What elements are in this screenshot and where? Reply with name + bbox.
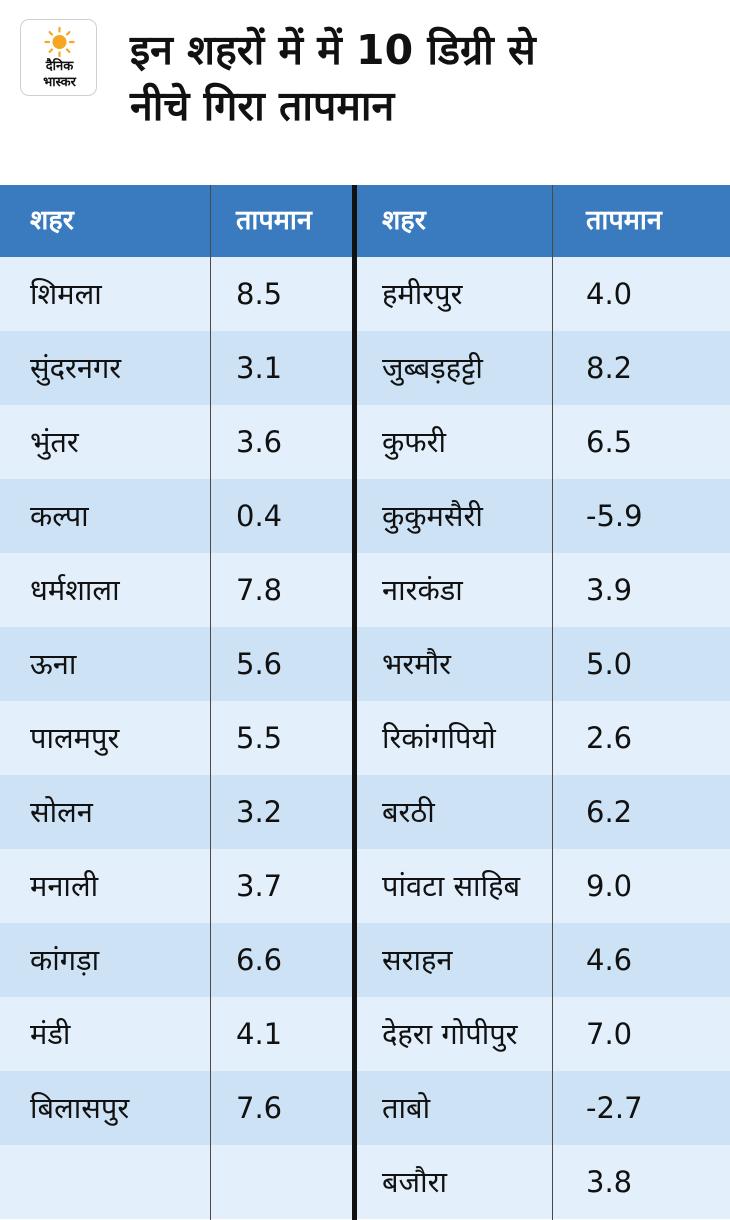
cell-temp-left: 3.6 xyxy=(236,425,283,459)
temperature-table: शहर तापमान शहर तापमान शिमला 8.5 हमीरपुर 4.0… xyxy=(0,185,730,1220)
column-divider-left xyxy=(210,185,211,1220)
table-row: सुंदरनगर 3.1 जुब्बड़हट्टी 8.2 xyxy=(0,331,730,405)
cell-temp-right: 4.0 xyxy=(586,277,633,311)
cell-city-left: मंडी xyxy=(30,1017,71,1051)
dainik-bhaskar-logo: दैनिक भास्कर xyxy=(20,19,97,96)
cell-city-right: बरठी xyxy=(382,795,435,829)
page-title-line-1: इन शहरों में में 10 डिग्री से xyxy=(130,26,536,74)
cell-temp-left: 0.4 xyxy=(236,499,283,533)
cell-city-right: जुब्बड़हट्टी xyxy=(382,351,483,385)
cell-temp-right: 3.9 xyxy=(586,573,633,607)
cell-city-right: पांवटा साहिब xyxy=(382,869,521,903)
cell-city-right: बजौरा xyxy=(382,1165,447,1199)
cell-city-right: नारकंडा xyxy=(382,573,463,607)
table-row: सोलन 3.2 बरठी 6.2 xyxy=(0,775,730,849)
column-divider-center xyxy=(352,185,357,1220)
cell-temp-left: 5.5 xyxy=(236,721,283,755)
cell-temp-left: 3.7 xyxy=(236,869,283,903)
cell-temp-right: 2.6 xyxy=(586,721,633,755)
cell-city-left: सुंदरनगर xyxy=(30,351,122,385)
table-row: कल्पा 0.4 कुकुमसैरी -5.9 xyxy=(0,479,730,553)
cell-temp-left: 6.6 xyxy=(236,943,283,977)
column-header-temp-left: तापमान xyxy=(236,205,312,236)
cell-temp-left: 8.5 xyxy=(236,277,283,311)
cell-temp-left: 3.1 xyxy=(236,351,283,385)
logo-text-bottom: भास्कर xyxy=(43,75,77,90)
cell-city-right: भरमौर xyxy=(382,647,451,681)
cell-temp-right: 6.5 xyxy=(586,425,633,459)
cell-city-left: बिलासपुर xyxy=(30,1091,130,1125)
cell-temp-left: 5.6 xyxy=(236,647,283,681)
cell-city-left xyxy=(0,1145,210,1219)
table-row: भुंतर 3.6 कुफरी 6.5 xyxy=(0,405,730,479)
cell-city-left: धर्मशाला xyxy=(30,573,120,607)
column-header-city-left: शहर xyxy=(30,205,74,236)
table-row: कांगड़ा 6.6 सराहन 4.6 xyxy=(0,923,730,997)
cell-temp-right: 9.0 xyxy=(586,869,633,903)
cell-city-right: देहरा गोपीपुर xyxy=(382,1017,518,1051)
table-row: मनाली 3.7 पांवटा साहिब 9.0 xyxy=(0,849,730,923)
column-header-temp-right: तापमान xyxy=(586,205,662,236)
cell-city-left: ऊना xyxy=(30,647,77,681)
cell-temp-left: 3.2 xyxy=(236,795,283,829)
cell-city-left: शिमला xyxy=(30,277,102,311)
column-header-city-right: शहर xyxy=(382,205,426,236)
table-row: मंडी 4.1 देहरा गोपीपुर 7.0 xyxy=(0,997,730,1071)
cell-city-left: मनाली xyxy=(30,869,99,903)
sun-logo-icon: दैनिक भास्कर xyxy=(43,26,77,90)
cell-city-left: सोलन xyxy=(30,795,93,829)
cell-temp-right: 3.8 xyxy=(586,1165,633,1199)
table-row: बिलासपुर 7.6 ताबो -2.7 xyxy=(0,1071,730,1145)
table-row: ऊना 5.6 भरमौर 5.0 xyxy=(0,627,730,701)
cell-city-right: ताबो xyxy=(382,1091,431,1125)
cell-city-right: रिकांगपियो xyxy=(382,721,496,755)
cell-temp-right: 6.2 xyxy=(586,795,633,829)
cell-temp-right: -5.9 xyxy=(586,499,643,533)
cell-city-left: भुंतर xyxy=(30,425,79,459)
cell-city-right: कुकुमसैरी xyxy=(382,499,483,533)
table-row: बजौरा 3.8 xyxy=(0,1145,730,1219)
cell-city-left: पालमपुर xyxy=(30,721,120,755)
cell-temp-right: 5.0 xyxy=(586,647,633,681)
cell-temp-left: 7.8 xyxy=(236,573,283,607)
cell-temp-right: 8.2 xyxy=(586,351,633,385)
cell-temp-left: 4.1 xyxy=(236,1017,283,1051)
cell-temp-right: -2.7 xyxy=(586,1091,643,1125)
table-row: धर्मशाला 7.8 नारकंडा 3.9 xyxy=(0,553,730,627)
page-title-line-2: नीचे गिरा तापमान xyxy=(130,82,395,130)
column-divider-right xyxy=(552,185,553,1220)
cell-city-right: कुफरी xyxy=(382,425,447,459)
logo-text-top: दैनिक xyxy=(45,58,74,74)
cell-temp-right: 4.6 xyxy=(586,943,633,977)
table-header-row: शहर तापमान शहर तापमान xyxy=(0,185,730,257)
cell-temp-right: 7.0 xyxy=(586,1017,633,1051)
cell-city-left: कांगड़ा xyxy=(30,943,100,977)
cell-city-right: हमीरपुर xyxy=(382,277,463,311)
header: दैनिक भास्कर इन शहरों में में 10 डिग्री … xyxy=(0,0,730,185)
cell-temp-left xyxy=(210,1145,352,1219)
page-title: इन शहरों में में 10 डिग्री से नीचे गिरा … xyxy=(130,22,710,134)
cell-city-left: कल्पा xyxy=(30,499,89,533)
cell-temp-left: 7.6 xyxy=(236,1091,283,1125)
table-row: पालमपुर 5.5 रिकांगपियो 2.6 xyxy=(0,701,730,775)
cell-city-right: सराहन xyxy=(382,943,453,977)
table-row: शिमला 8.5 हमीरपुर 4.0 xyxy=(0,257,730,331)
